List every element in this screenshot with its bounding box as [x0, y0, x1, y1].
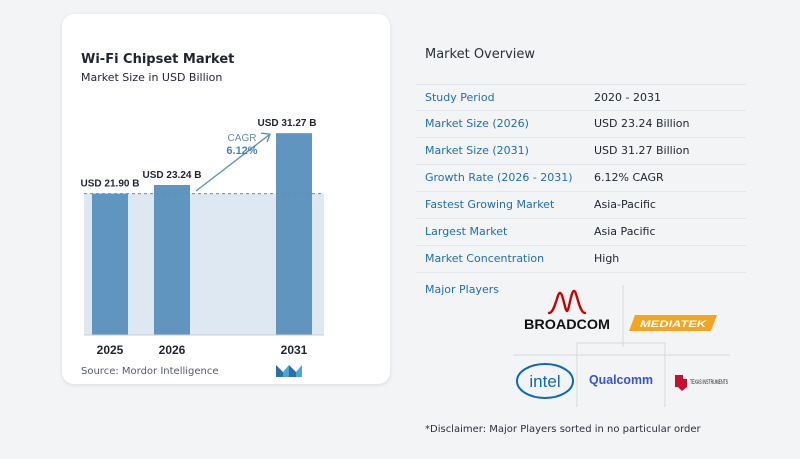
overview-title: Market Overview — [425, 47, 536, 62]
cagr-value: 6.12% — [226, 145, 257, 157]
overview-value: USD 31.27 Billion — [594, 144, 690, 157]
overview-row: Largest Market Asia Pacific — [416, 219, 746, 246]
data-label: USD 23.24 B — [143, 170, 202, 181]
chart-subtitle: Market Size in USD Billion — [81, 71, 223, 84]
overview-table: Study Period 2020 - 2031 Market Size (20… — [416, 84, 746, 273]
overview-label: Market Size (2031) — [425, 144, 529, 157]
qualcomm-logo-text: Qualcomm — [589, 373, 653, 387]
broadcom-logo-text: BROADCOM — [524, 316, 610, 332]
data-label: USD 31.27 B — [258, 118, 317, 129]
x-tick-label: 2025 — [97, 343, 124, 357]
cagr-arrow-line — [195, 133, 271, 192]
x-tick-label: 2026 — [159, 343, 186, 357]
cagr-label: CAGR — [228, 133, 257, 144]
data-label: USD 21.90 B — [81, 179, 140, 190]
overview-label: Growth Rate (2026 - 2031) — [425, 171, 573, 184]
bar-2031 — [276, 133, 312, 335]
overview-row: Fastest Growing Market Asia-Pacific — [416, 192, 746, 219]
mediatek-logo-icon: MEDIATEK — [629, 315, 717, 331]
overview-row: Market Concentration High — [416, 246, 746, 273]
overview-row: Study Period 2020 - 2031 — [416, 84, 746, 111]
overview-label: Market Concentration — [425, 252, 545, 265]
overview-value: USD 23.24 Billion — [594, 117, 690, 130]
players-grid: BROADCOM MEDIATEK intel Qualcomm TEXAS I… — [513, 285, 730, 407]
broadcom-logo-icon: BROADCOM — [524, 289, 610, 332]
overview-label: Fastest Growing Market — [425, 198, 555, 211]
intel-logo-text: intel — [529, 372, 560, 391]
mediatek-logo-text: MEDIATEK — [640, 319, 708, 330]
chart-title: Wi-Fi Chipset Market — [81, 52, 235, 67]
overview-row: Market Size (2031) USD 31.27 Billion — [416, 138, 746, 165]
source-text: Source: Mordor Intelligence — [81, 366, 219, 377]
overview-value: High — [594, 252, 620, 265]
intel-logo-icon: intel — [516, 363, 574, 399]
overview-label: Study Period — [425, 91, 495, 104]
overview-value: Asia-Pacific — [594, 198, 656, 211]
overview-value: 2020 - 2031 — [594, 91, 661, 104]
chart-card: Wi-Fi Chipset Market Market Size in USD … — [62, 14, 390, 384]
overview-value: 6.12% CAGR — [594, 171, 664, 184]
overview-value: Asia Pacific — [594, 225, 656, 238]
x-tick-label: 2031 — [281, 343, 308, 357]
overview-row: Growth Rate (2026 - 2031) 6.12% CAGR — [416, 165, 746, 192]
disclaimer: *Disclaimer: Major Players sorted in no … — [425, 424, 701, 435]
cagr-arrow-head — [260, 132, 271, 143]
texas-instruments-logo-icon: TEXAS INSTRUMENTS — [675, 375, 728, 391]
players-title: Major Players — [425, 283, 499, 296]
overview-row: Market Size (2026) USD 23.24 Billion — [416, 111, 746, 138]
mordor-logo-icon — [276, 365, 302, 377]
bar-2026 — [154, 184, 190, 335]
overview-label: Largest Market — [425, 225, 508, 238]
bar-2025 — [92, 193, 128, 335]
overview-label: Market Size (2026) — [425, 117, 529, 130]
texas-instruments-logo-text: TEXAS INSTRUMENTS — [690, 379, 728, 386]
